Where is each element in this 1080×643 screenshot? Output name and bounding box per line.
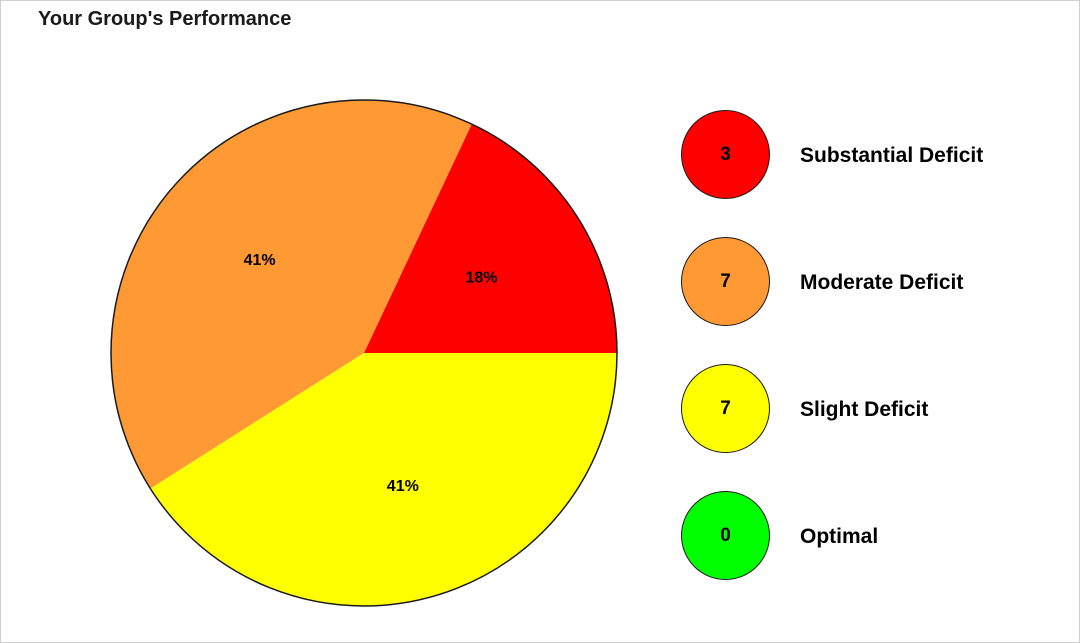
pie-slice-slight-deficit <box>150 353 617 606</box>
pie-label-slight-deficit: 41% <box>387 478 419 495</box>
pie-slice-moderate-deficit <box>111 100 472 489</box>
legend-count-optimal: 0 <box>681 491 770 580</box>
legend-item-moderate-deficit: 7 Moderate Deficit <box>681 237 1061 329</box>
pie-label-substantial-deficit: 18% <box>465 270 497 287</box>
legend-item-substantial-deficit: 3 Substantial Deficit <box>681 110 1061 202</box>
legend-label-slight-deficit: Slight Deficit <box>800 398 929 421</box>
legend-item-slight-deficit: 7 Slight Deficit <box>681 364 1061 456</box>
legend-count-slight-deficit: 7 <box>681 364 770 453</box>
legend-label-optimal: Optimal <box>800 525 879 548</box>
pie-slices <box>110 99 618 607</box>
pie-outline <box>110 99 618 607</box>
pie-slice-substantial-deficit <box>364 124 617 353</box>
legend-item-optimal: 0 Optimal <box>681 491 1061 583</box>
pie-labels: 18% 41% 41% <box>244 252 498 495</box>
legend-label-moderate-deficit: Moderate Deficit <box>800 271 964 294</box>
pie-label-moderate-deficit: 41% <box>244 252 276 269</box>
legend-count-moderate-deficit: 7 <box>681 237 770 326</box>
chart-title: Your Group's Performance <box>38 8 292 30</box>
legend-label-substantial-deficit: Substantial Deficit <box>800 144 984 167</box>
legend-count-substantial-deficit: 3 <box>681 110 770 199</box>
